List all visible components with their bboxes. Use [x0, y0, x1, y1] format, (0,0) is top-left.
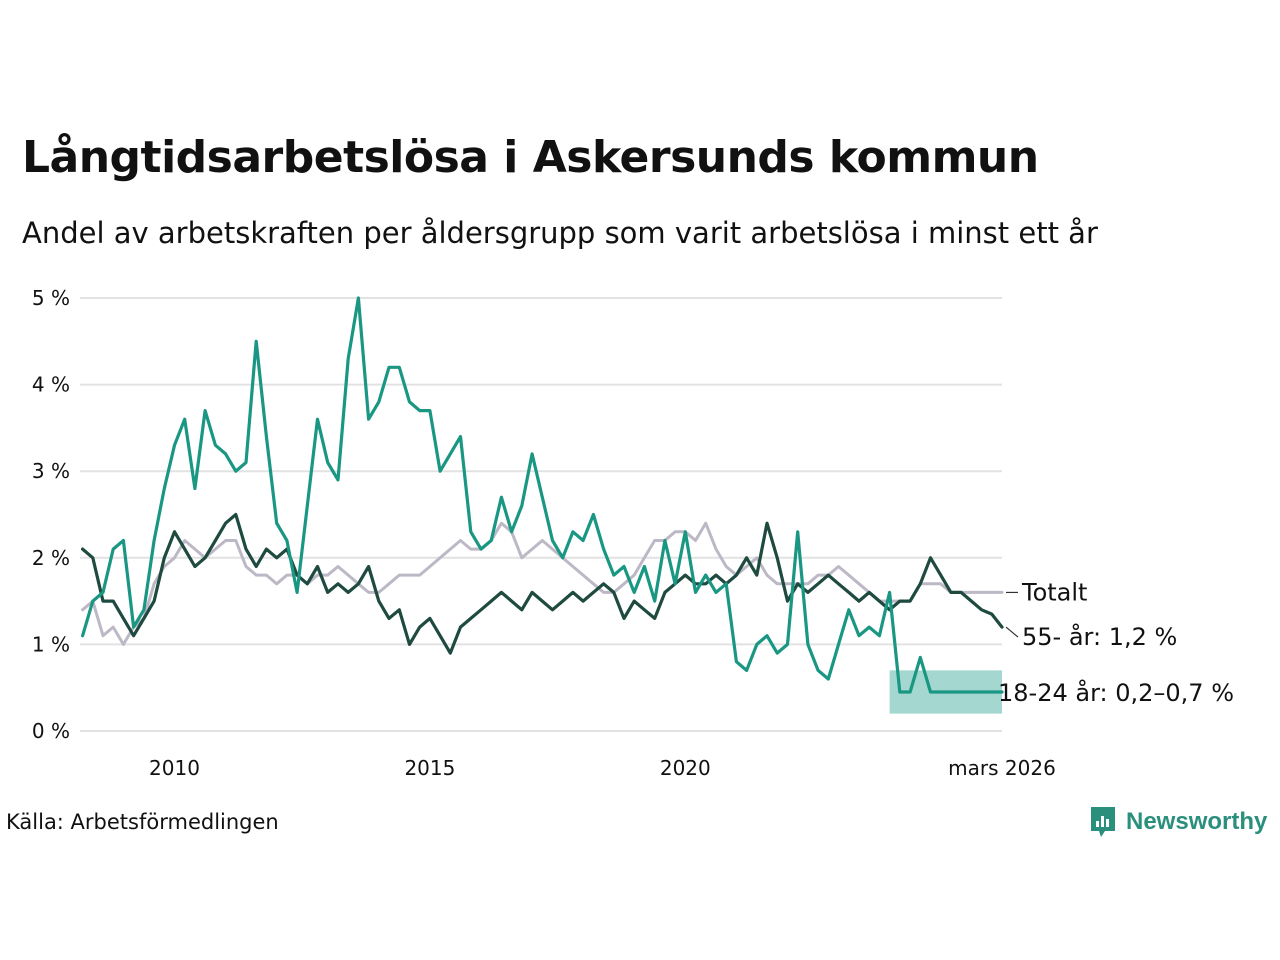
x-tick-label-0: 2010 — [149, 756, 200, 780]
series-line-total — [81, 521, 1004, 646]
y-tick-label-4: 4 % — [32, 373, 70, 397]
y-tick-label-5: 5 % — [32, 286, 70, 310]
series-label-total: Totalt — [1021, 578, 1087, 606]
leader-line-older — [1005, 626, 1019, 638]
newsworthy-brand-name: Newsworthy — [1126, 808, 1268, 835]
series-label-older: 55- år: 1,2 % — [1022, 622, 1177, 651]
x-axis-tick-labels: 2010 2015 2020 mars 2026 — [149, 756, 1056, 780]
x-tick-label-1: 2015 — [404, 756, 455, 780]
x-tick-label-2: 2020 — [660, 756, 711, 780]
chart-subtitle: Andel av arbetskraften per åldersgrupp s… — [22, 216, 1098, 250]
series-line-youth — [81, 296, 1004, 694]
line-chart: 0 % 1 % 2 % 3 % 4 % 5 % 2010 2015 2020 mars 2026… — [32, 286, 1234, 780]
y-axis-tick-labels: 0 % 1 % 2 % 3 % 4 % 5 % — [32, 286, 70, 743]
series-labels: Totalt 55- år: 1,2 % 18-24 år: 0,2–0,7 % — [998, 578, 1234, 707]
x-tick-label-3: mars 2026 — [948, 756, 1056, 780]
y-tick-label-2: 2 % — [32, 546, 70, 570]
y-tick-label-3: 3 % — [32, 459, 70, 483]
gridlines — [80, 297, 1002, 732]
source-note: Källa: Arbetsförmedlingen — [6, 810, 279, 834]
series-line-older — [81, 512, 1004, 655]
series-label-youth: 18-24 år: 0,2–0,7 % — [998, 678, 1234, 707]
y-tick-label-1: 1 % — [32, 632, 70, 656]
series-lines — [81, 296, 1004, 694]
newsworthy-logo: Newsworthy — [1088, 804, 1267, 840]
newsworthy-logo-icon — [1091, 807, 1115, 837]
chart-title: Långtidsarbetslösa i Askersunds kommun — [22, 132, 1039, 183]
y-tick-label-0: 0 % — [32, 719, 70, 743]
